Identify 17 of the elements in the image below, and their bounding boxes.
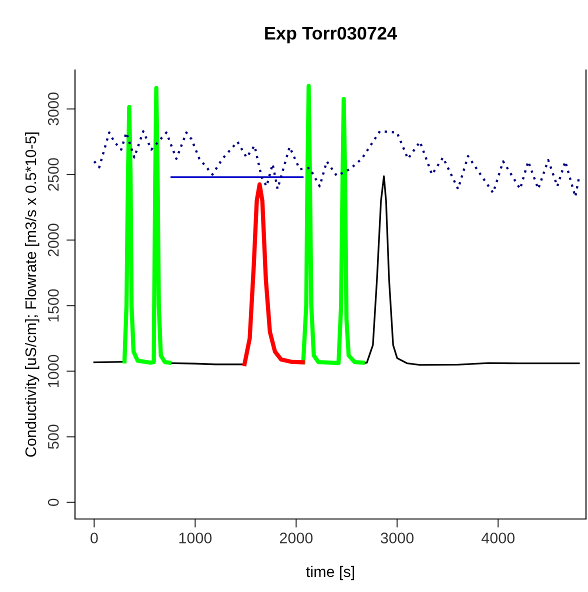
y-tick-label: 1000 [48, 354, 59, 388]
chart-title: Exp Torr030724 [265, 26, 397, 44]
y-tick-label: 3000 [48, 92, 59, 126]
x-tick-label: 3000 [380, 532, 414, 544]
y-tick-label: 2500 [48, 158, 59, 191]
x-tick-label: 1000 [179, 532, 212, 544]
y-tick-label: 0 [48, 498, 59, 506]
x-tick-label: 0 [90, 532, 98, 544]
x-axis-title: time [s] [306, 566, 354, 580]
y-axis-title: Conductivity [uS/cm]; Flowrate [m3/s x 0.5*10-5] [24, 132, 40, 457]
y-tick-label: 500 [48, 424, 59, 449]
line-series [242, 182, 305, 366]
y-tick-label: 1500 [48, 289, 59, 322]
y-tick-label: 2000 [48, 224, 59, 256]
x-tick-label: 2000 [280, 532, 313, 544]
line-series [93, 130, 580, 198]
x-tick-label: 4000 [482, 532, 515, 544]
